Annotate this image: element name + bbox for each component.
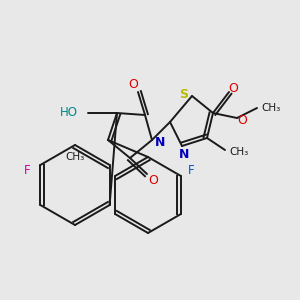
Text: F: F bbox=[188, 164, 194, 178]
Text: N: N bbox=[179, 148, 189, 160]
Text: O: O bbox=[237, 113, 247, 127]
Text: O: O bbox=[128, 77, 138, 91]
Text: HO: HO bbox=[60, 106, 78, 119]
Text: F: F bbox=[24, 164, 30, 176]
Text: N: N bbox=[155, 136, 165, 148]
Text: O: O bbox=[148, 175, 158, 188]
Text: CH₃: CH₃ bbox=[230, 147, 249, 157]
Text: S: S bbox=[179, 88, 188, 100]
Text: CH₃: CH₃ bbox=[65, 152, 85, 162]
Text: CH₃: CH₃ bbox=[261, 103, 280, 113]
Text: O: O bbox=[228, 82, 238, 95]
